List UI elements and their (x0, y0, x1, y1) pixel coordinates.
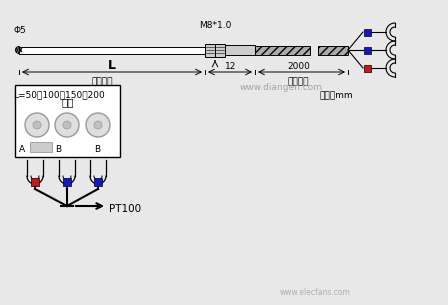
Circle shape (86, 113, 110, 137)
Text: A: A (19, 145, 25, 153)
Bar (318, 45, 348, 55)
Circle shape (55, 113, 79, 137)
Circle shape (94, 121, 102, 129)
Text: L: L (108, 59, 116, 72)
Text: B: B (94, 145, 100, 153)
Bar (19, 46, 205, 53)
Text: 12: 12 (225, 62, 237, 71)
Bar (215, 44, 225, 56)
Bar (364, 46, 371, 53)
Text: 引线长度: 引线长度 (288, 77, 309, 86)
Circle shape (25, 113, 49, 137)
Bar (15, 85, 120, 157)
Bar (205, 44, 215, 56)
Text: 探头长度: 探头长度 (92, 77, 113, 86)
Bar (255, 45, 310, 55)
Text: www.diangen.com: www.diangen.com (240, 83, 323, 92)
Text: B: B (55, 145, 61, 153)
Bar (31, 178, 39, 186)
Text: PT100: PT100 (109, 204, 141, 214)
Text: 仪表: 仪表 (61, 97, 74, 107)
Circle shape (63, 121, 71, 129)
Text: 2000: 2000 (288, 62, 310, 71)
Text: 单位：mm: 单位：mm (320, 91, 353, 100)
Text: Φ5: Φ5 (13, 26, 26, 35)
Circle shape (33, 121, 41, 129)
Bar (364, 64, 371, 71)
Bar (94, 178, 102, 186)
Text: M8*1.0: M8*1.0 (199, 21, 231, 30)
Bar (30, 142, 52, 152)
Bar (63, 178, 71, 186)
Text: www.elecfans.com: www.elecfans.com (280, 288, 351, 297)
Bar (364, 28, 371, 35)
Bar (225, 45, 255, 55)
Text: L=50、100、150、200: L=50、100、150、200 (13, 90, 105, 99)
